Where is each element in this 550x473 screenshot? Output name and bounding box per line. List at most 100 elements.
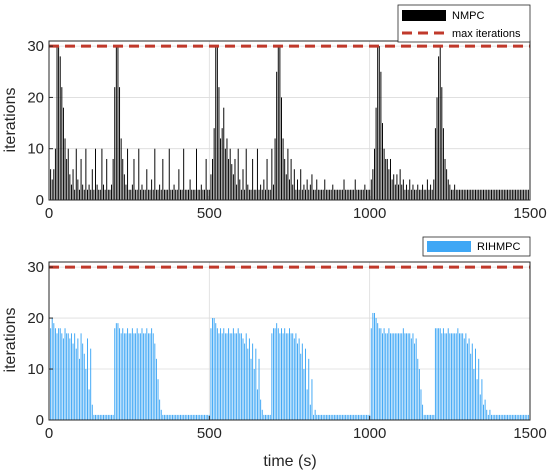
rihmpc-bar <box>505 414 507 420</box>
rihmpc-bar <box>115 323 117 420</box>
nmpc-bar <box>232 174 234 200</box>
nmpc-bar <box>390 158 391 200</box>
nmpc-bar <box>204 189 206 200</box>
nmpc-bar <box>88 184 90 200</box>
rihmpc-bar <box>112 414 114 420</box>
nmpc-bar <box>183 148 185 200</box>
rihmpc-bar <box>511 414 513 420</box>
rihmpc-bar <box>526 414 528 420</box>
rihmpc-bar <box>58 328 60 420</box>
rihmpc-bar <box>143 333 145 420</box>
rihmpc-bar <box>508 414 510 420</box>
nmpc-bar <box>91 169 93 200</box>
rihmpc-bar <box>327 414 329 420</box>
rihmpc-bar <box>154 343 156 420</box>
nmpc-bar <box>412 184 414 200</box>
nmpc-bar <box>423 189 425 200</box>
nmpc-bar <box>115 46 117 201</box>
nmpc-bar <box>154 148 156 200</box>
rihmpc-bar <box>248 338 250 420</box>
rihmpc-bar <box>255 348 257 420</box>
rihmpc-bar <box>176 414 178 420</box>
nmpc-bar <box>133 158 135 200</box>
nmpc-bar <box>430 184 432 200</box>
nmpc-bar <box>236 184 238 200</box>
nmpc-bar <box>220 138 222 200</box>
nmpc-bar <box>226 138 228 200</box>
rihmpc-x-tick-label: 500 <box>197 425 222 442</box>
nmpc-bar <box>454 184 456 200</box>
nmpc-bar <box>184 189 186 200</box>
rihmpc-bar <box>433 414 435 420</box>
nmpc-bar <box>515 189 517 200</box>
rihmpc-bar <box>293 338 295 420</box>
nmpc-bar <box>492 189 494 200</box>
nmpc-bar <box>519 189 521 200</box>
rihmpc-bar <box>420 389 422 420</box>
nmpc-bar <box>507 189 509 200</box>
rihmpc-bar <box>423 414 425 420</box>
rihmpc-bar <box>523 414 525 420</box>
rihmpc-bar <box>468 338 470 420</box>
nmpc-bar <box>263 179 265 200</box>
nmpc-bar <box>420 189 422 200</box>
rihmpc-bar <box>489 409 491 420</box>
rihmpc-bar <box>487 414 489 420</box>
nmpc-bar <box>415 189 417 200</box>
nmpc-bar <box>186 189 188 200</box>
nmpc-y-tick-label: 0 <box>36 192 44 209</box>
rihmpc-bar <box>441 333 443 420</box>
nmpc-bar <box>98 189 100 200</box>
nmpc-bar <box>229 148 231 200</box>
rihmpc-bar <box>128 333 130 420</box>
nmpc-bar <box>189 179 191 200</box>
rihmpc-bar <box>458 333 460 420</box>
nmpc-bar <box>223 107 225 200</box>
nmpc-bar <box>56 46 58 201</box>
rihmpc-y-tick-label: 10 <box>27 361 44 378</box>
rihmpc-bar <box>300 353 302 420</box>
rihmpc-bar <box>341 414 343 420</box>
nmpc-bar <box>450 189 452 200</box>
rihmpc-bar <box>519 414 521 420</box>
rihmpc-bar <box>362 414 364 420</box>
nmpc-bar <box>64 138 66 200</box>
nmpc-bar <box>508 189 510 200</box>
rihmpc-bar <box>492 414 494 420</box>
nmpc-bar <box>78 189 80 200</box>
nmpc-bar <box>247 184 249 200</box>
nmpc-bar <box>449 184 451 200</box>
nmpc-bar <box>409 179 411 200</box>
rihmpc-bar <box>276 323 278 420</box>
rihmpc-bar <box>297 343 298 420</box>
rihmpc-bar <box>242 338 244 420</box>
rihmpc-bar <box>223 328 225 420</box>
nmpc-bar <box>439 46 441 201</box>
rihmpc-bar <box>481 379 483 420</box>
nmpc-bar <box>53 169 55 200</box>
rihmpc-legend: RIHMPC <box>422 236 531 257</box>
nmpc-bar <box>365 189 367 200</box>
nmpc-bar <box>410 189 412 200</box>
nmpc-bar <box>213 128 215 200</box>
rihmpc-bar <box>353 414 355 420</box>
rihmpc-bar <box>50 328 52 420</box>
nmpc-bar <box>422 184 424 200</box>
nmpc-bar <box>205 158 207 200</box>
rihmpc-bar <box>133 333 135 420</box>
rihmpc-bar <box>239 333 241 420</box>
nmpc-bar <box>191 189 193 200</box>
rihmpc-bar <box>183 414 185 420</box>
nmpc-bar <box>324 179 326 200</box>
rihmpc-bar <box>319 414 321 420</box>
nmpc-bar <box>308 189 310 200</box>
nmpc-bar <box>436 97 438 200</box>
rihmpc-bar <box>527 414 529 420</box>
rihmpc-bar <box>444 333 446 420</box>
rihmpc-bar <box>236 333 238 420</box>
rihmpc-bar <box>168 414 170 420</box>
nmpc-bar <box>289 179 290 200</box>
rihmpc-bar <box>221 333 223 420</box>
nmpc-bar <box>473 189 475 200</box>
rihmpc-bar <box>240 333 242 420</box>
